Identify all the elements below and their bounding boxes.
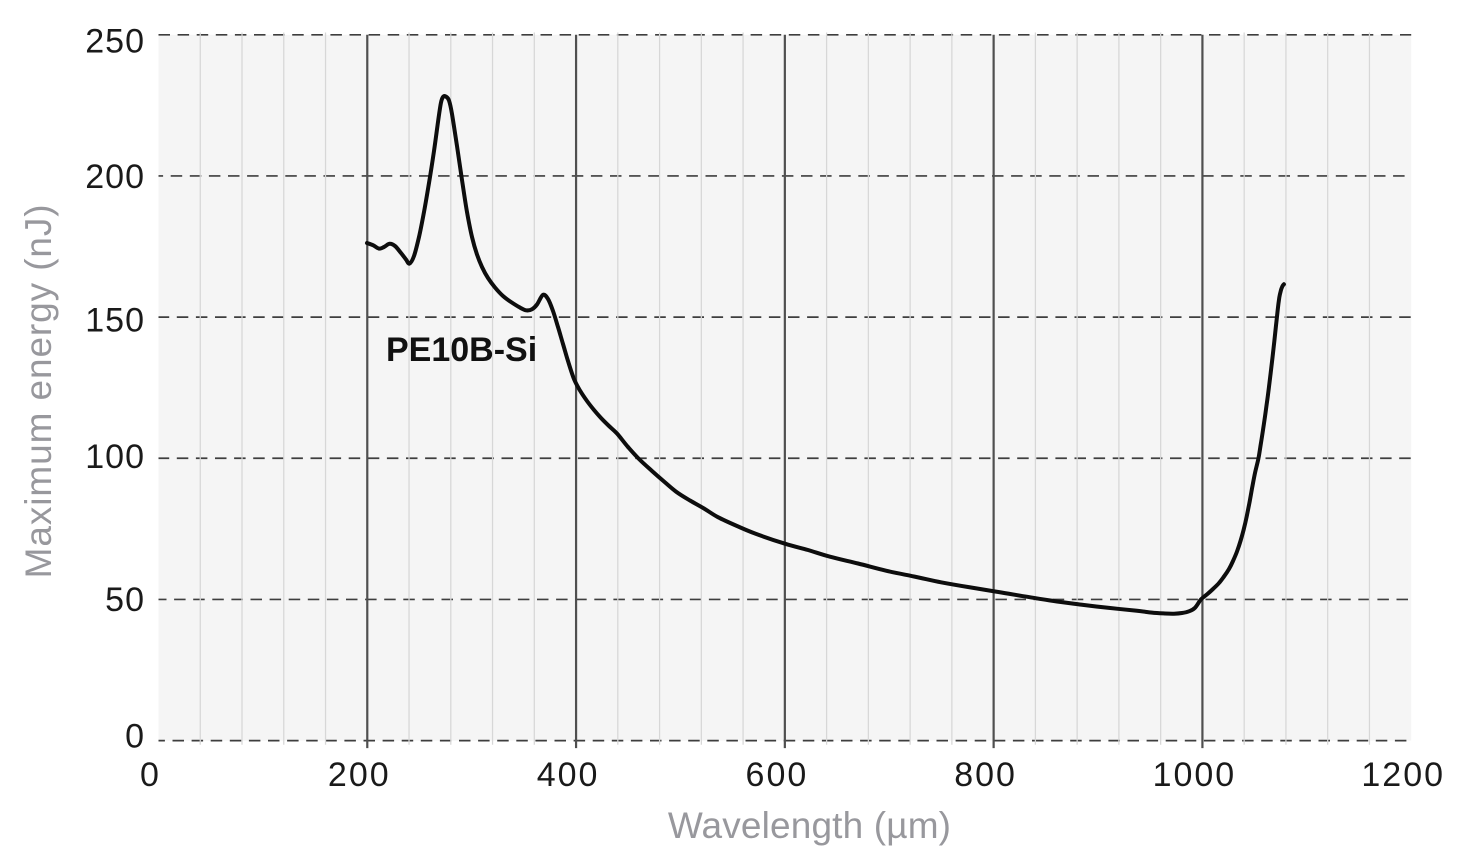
svg-text:PE10B-Si: PE10B-Si — [386, 331, 537, 369]
svg-text:150: 150 — [85, 302, 145, 340]
svg-text:Maximum energy (nJ): Maximum energy (nJ) — [18, 203, 59, 578]
svg-text:0: 0 — [125, 718, 145, 756]
svg-text:Wavelength (µm): Wavelength (µm) — [668, 805, 951, 846]
svg-text:200: 200 — [85, 158, 145, 196]
svg-text:600: 600 — [746, 756, 809, 794]
svg-text:400: 400 — [537, 756, 600, 794]
svg-text:1000: 1000 — [1153, 756, 1237, 794]
svg-text:50: 50 — [105, 581, 145, 619]
svg-text:200: 200 — [328, 756, 391, 794]
svg-text:1200: 1200 — [1361, 756, 1445, 794]
svg-text:0: 0 — [140, 756, 161, 794]
svg-text:100: 100 — [85, 438, 145, 476]
svg-text:800: 800 — [954, 756, 1017, 794]
svg-text:250: 250 — [85, 22, 145, 60]
